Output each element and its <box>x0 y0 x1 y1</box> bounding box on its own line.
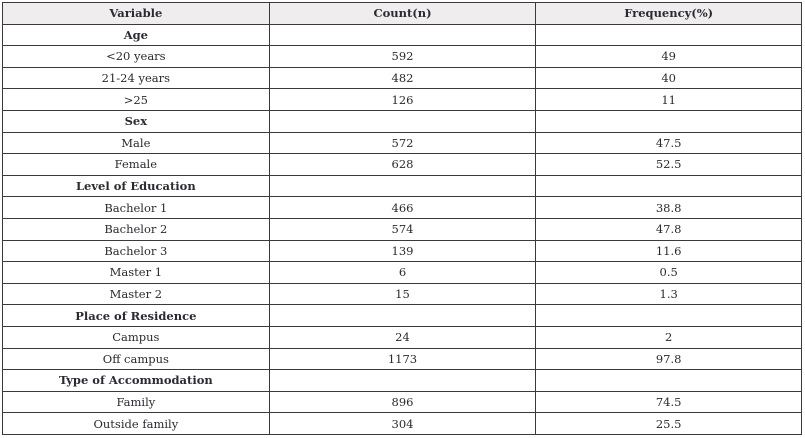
count-cell: 304 <box>268 412 537 435</box>
frequency-cell: 11 <box>535 88 802 111</box>
frequency-cell: 52.5 <box>535 153 802 176</box>
variable-cell: Age <box>2 23 270 47</box>
variable-cell: Master 2 <box>2 282 270 306</box>
table-row: Family 896 74.5 <box>2 390 802 414</box>
count-cell: 15 <box>268 282 537 306</box>
count-cell <box>268 23 537 47</box>
table-body: Age <20 years 592 49 21-24 years 482 40 >25 126 1… <box>2 23 802 435</box>
table-row: Off campus 1173 97.8 <box>2 347 802 371</box>
frequency-cell: 38.8 <box>535 196 802 219</box>
variable-cell: Master 1 <box>2 261 270 284</box>
table-row: Outside family 304 25.5 <box>2 412 802 435</box>
table-row: Female 628 52.5 <box>2 153 802 176</box>
frequency-cell: 25.5 <box>535 412 802 435</box>
variable-cell: Outside family <box>2 412 270 435</box>
variable-cell: 21-24 years <box>2 66 270 90</box>
variable-cell: Place of Residence <box>2 304 270 327</box>
count-cell <box>268 369 537 392</box>
count-cell: 592 <box>268 45 537 68</box>
variable-cell: Campus <box>2 325 270 349</box>
count-cell: 466 <box>268 196 537 219</box>
header-frequency: Frequency(%) <box>535 2 802 25</box>
group-row: Type of Accommodation <box>2 369 802 392</box>
variable-cell: Bachelor 1 <box>2 196 270 219</box>
variable-cell: Family <box>2 390 270 414</box>
table-row: Bachelor 2 574 47.8 <box>2 217 802 241</box>
frequency-cell <box>535 304 802 327</box>
header-count: Count(n) <box>268 2 537 25</box>
frequency-cell <box>535 109 802 133</box>
frequency-cell: 47.5 <box>535 131 802 155</box>
variable-cell: Off campus <box>2 347 270 371</box>
frequency-cell: 47.8 <box>535 217 802 241</box>
table-row: Bachelor 3 139 11.6 <box>2 239 802 263</box>
table-row: >25 126 11 <box>2 88 802 111</box>
count-cell: 6 <box>268 261 537 284</box>
frequency-cell: 40 <box>535 66 802 90</box>
variable-cell: >25 <box>2 88 270 111</box>
count-cell: 1173 <box>268 347 537 371</box>
frequency-cell: 97.8 <box>535 347 802 371</box>
header-variable: Variable <box>2 2 270 25</box>
frequency-cell: 0.5 <box>535 261 802 284</box>
table-row: Male 572 47.5 <box>2 131 802 155</box>
count-cell <box>268 174 537 198</box>
variable-cell: Female <box>2 153 270 176</box>
table-row: Master 2 15 1.3 <box>2 282 802 306</box>
count-cell: 574 <box>268 217 537 241</box>
group-row: Sex <box>2 109 802 133</box>
header-row: Variable Count(n) Frequency(%) <box>2 2 802 25</box>
count-cell: 482 <box>268 66 537 90</box>
frequency-cell <box>535 23 802 47</box>
frequency-cell <box>535 369 802 392</box>
count-cell <box>268 304 537 327</box>
frequency-cell: 74.5 <box>535 390 802 414</box>
table-row: <20 years 592 49 <box>2 45 802 68</box>
variable-cell: Level of Education <box>2 174 270 198</box>
count-cell: 572 <box>268 131 537 155</box>
count-cell <box>268 109 537 133</box>
group-row: Level of Education <box>2 174 802 198</box>
frequency-cell <box>535 174 802 198</box>
count-cell: 139 <box>268 239 537 263</box>
variable-cell: <20 years <box>2 45 270 68</box>
table-row: Bachelor 1 466 38.8 <box>2 196 802 219</box>
count-cell: 24 <box>268 325 537 349</box>
table-row: 21-24 years 482 40 <box>2 66 802 90</box>
frequency-cell: 1.3 <box>535 282 802 306</box>
variable-cell: Male <box>2 131 270 155</box>
group-row: Place of Residence <box>2 304 802 327</box>
count-cell: 628 <box>268 153 537 176</box>
frequency-cell: 49 <box>535 45 802 68</box>
variable-cell: Type of Accommodation <box>2 369 270 392</box>
table-row: Campus 24 2 <box>2 325 802 349</box>
group-row: Age <box>2 23 802 47</box>
frequency-cell: 2 <box>535 325 802 349</box>
count-cell: 126 <box>268 88 537 111</box>
variable-cell: Sex <box>2 109 270 133</box>
table-row: Master 1 6 0.5 <box>2 261 802 284</box>
variable-cell: Bachelor 2 <box>2 217 270 241</box>
count-cell: 896 <box>268 390 537 414</box>
frequency-cell: 11.6 <box>535 239 802 263</box>
variable-cell: Bachelor 3 <box>2 239 270 263</box>
